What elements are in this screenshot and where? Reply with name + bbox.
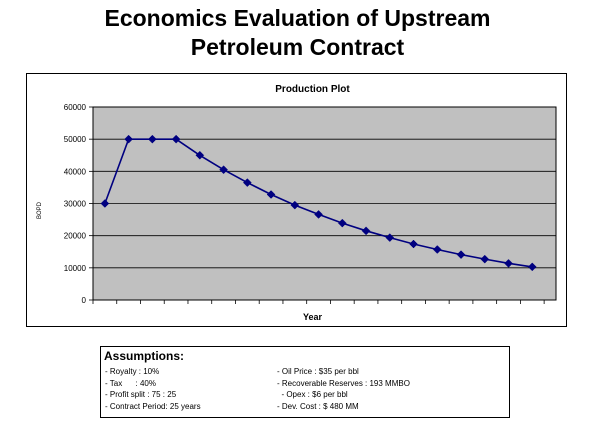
y-tick-label: 0 — [82, 296, 87, 305]
assumptions-left-column: - Royalty : 10% - Tax : 40% - Profit spl… — [105, 366, 201, 412]
data-point — [337, 218, 347, 228]
slide-title-line-1: Economics Evaluation of Upstream — [104, 5, 491, 31]
production-chart: 0 10000 20000 30000 40000 50000 60000 Productio… — [26, 73, 567, 327]
assumption-contract-period: - Contract Period: 25 years — [105, 401, 201, 411]
data-point — [385, 233, 395, 242]
assumptions-right-column: - Oil Price : $35 per bbl - Recoverable … — [277, 366, 410, 412]
data-point — [266, 190, 276, 199]
data-point — [480, 254, 490, 264]
data-point — [290, 200, 300, 210]
data-point — [171, 134, 181, 144]
data-point — [432, 245, 442, 254]
y-axis-label: BOPD — [37, 201, 43, 219]
y-tick-label: 30000 — [64, 200, 87, 209]
y-tick-label: 60000 — [64, 103, 87, 112]
assumption-tax: - Tax : 40% — [105, 378, 156, 388]
data-point — [219, 165, 228, 175]
assumption-opex: - Opex : $6 per bbl — [277, 390, 348, 399]
y-tick-label: 50000 — [64, 135, 87, 144]
data-point — [504, 258, 513, 268]
assumption-profit-split: - Profit split : 75 : 25 — [105, 390, 177, 399]
data-point — [409, 239, 418, 249]
production-chart-svg: 0 10000 20000 30000 40000 50000 60000 Productio… — [37, 84, 557, 322]
assumption-dev-cost: - Dev. Cost : $ 480 MM — [277, 401, 359, 411]
data-point — [527, 262, 537, 272]
chart-title: Production Plot — [275, 84, 350, 95]
assumption-reserves: - Recoverable Reserves : 193 MMBO — [277, 378, 410, 388]
assumptions-box: Assumptions: - Royalty : 10% - Tax : 40%… — [100, 346, 510, 418]
y-tick-label: 20000 — [64, 232, 87, 241]
data-point — [314, 210, 323, 219]
data-point — [195, 150, 205, 160]
slide-title-line-2: Petroleum Contract — [190, 34, 405, 60]
x-axis-label: Year — [303, 312, 323, 322]
data-point — [124, 134, 133, 144]
assumption-royalty: - Royalty : 10% — [105, 367, 160, 376]
data-point — [456, 250, 466, 259]
data-point — [361, 226, 371, 236]
assumptions-title: Assumptions: — [104, 349, 185, 363]
data-point — [242, 178, 252, 187]
y-tick-label: 10000 — [64, 264, 87, 273]
slide-title: Economics Evaluation of Upstream Petrole… — [0, 4, 595, 62]
assumption-oil-price: - Oil Price : $35 per bbl — [277, 367, 359, 376]
data-point — [100, 199, 110, 208]
y-tick-label: 40000 — [64, 167, 87, 176]
data-point — [148, 134, 157, 144]
